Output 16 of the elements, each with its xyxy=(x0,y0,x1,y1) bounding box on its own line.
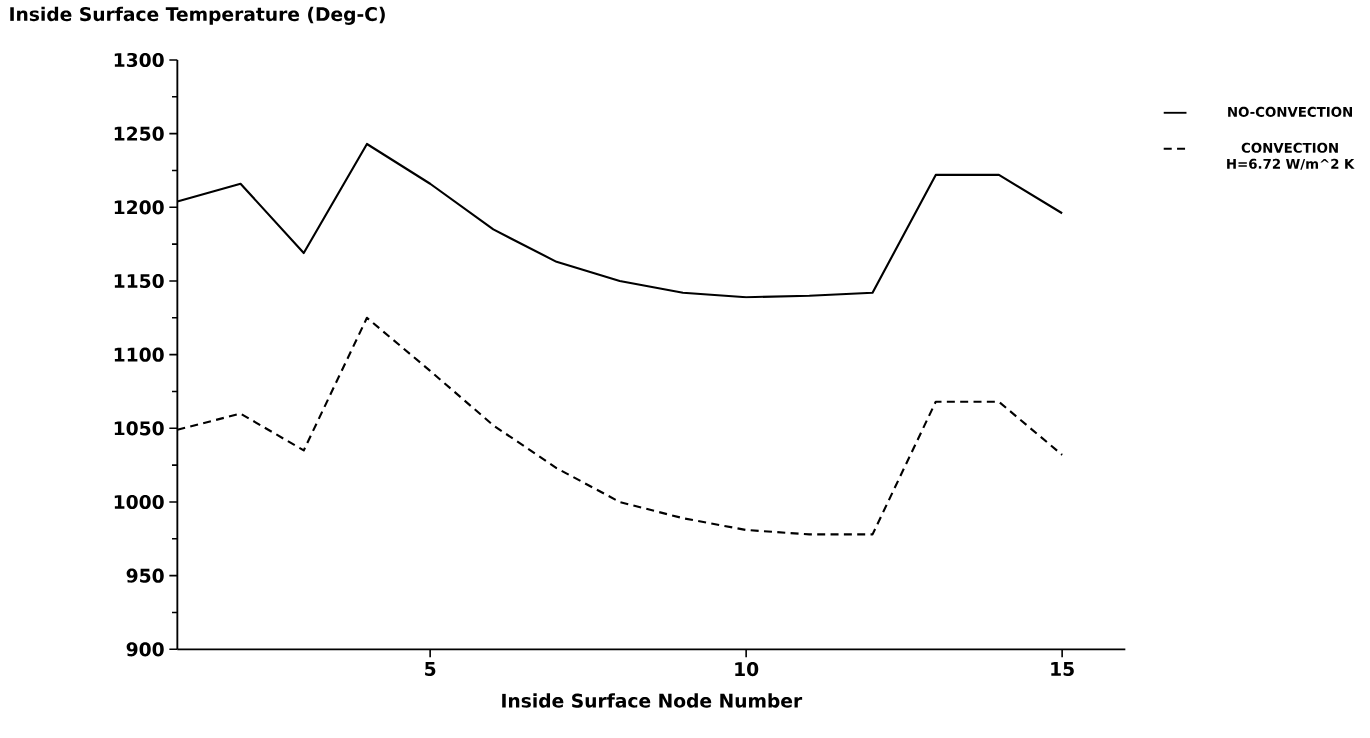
x-tick-label: 5 xyxy=(425,662,436,676)
x-tick-label: 15 xyxy=(1051,662,1074,676)
y-tick-label: 900 xyxy=(126,642,164,657)
y-tick-label: 950 xyxy=(126,568,164,583)
text: CONVECTION H=6.72 W/m^2 K xyxy=(1227,142,1355,170)
text: NO-CONVECTION xyxy=(1228,106,1352,117)
x-tick-label: 10 xyxy=(735,662,759,677)
y-tick-label: 1000 xyxy=(114,494,164,510)
y-tick-label: 1100 xyxy=(114,347,164,362)
y-tick-label: 1200 xyxy=(114,200,164,215)
y-tick-label: 1300 xyxy=(114,52,164,68)
y-tick-label: 1050 xyxy=(114,421,164,436)
y-axis-title: Inside Surface Temperature (Deg-C) xyxy=(10,6,385,25)
x-axis-title: Inside Surface Node Number xyxy=(502,693,803,708)
y-tick-label: 1150 xyxy=(114,273,164,289)
y-tick-label: 1250 xyxy=(114,126,164,141)
